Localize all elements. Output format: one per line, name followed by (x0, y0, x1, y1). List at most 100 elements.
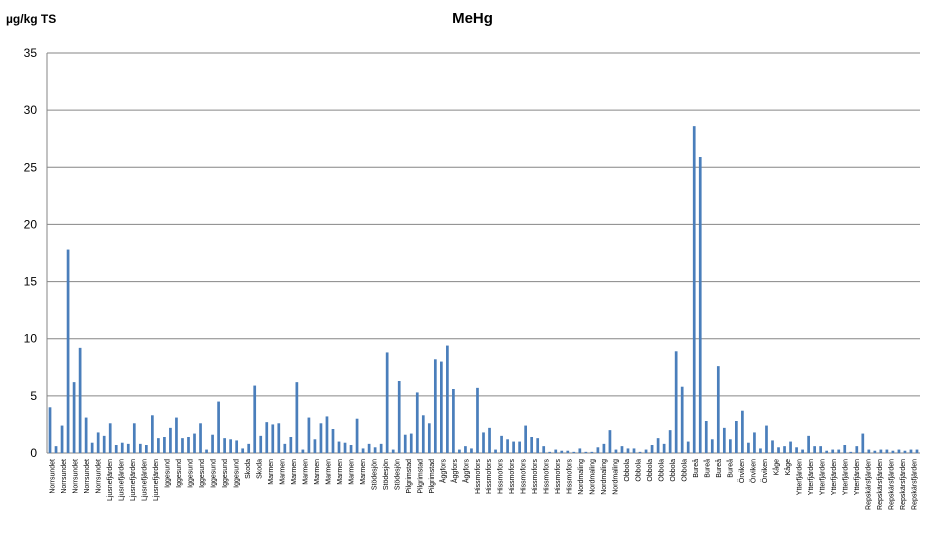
bar (728, 439, 732, 453)
x-tick-label: Ljusnefjärden (142, 459, 149, 501)
bar (668, 430, 672, 453)
bar (542, 446, 546, 453)
x-tick-label: Bureå (703, 459, 711, 478)
bar (692, 126, 696, 453)
bar (409, 433, 413, 453)
bar (223, 438, 226, 453)
bar (247, 443, 251, 453)
bar (735, 421, 738, 453)
bar (163, 437, 166, 453)
y-tick-label: 15 (24, 275, 38, 289)
bar (96, 432, 100, 453)
bar (253, 385, 257, 453)
x-tick-label: Hissmofors (475, 459, 482, 495)
x-tick-label: Marmen (337, 459, 344, 485)
chart-title: MeHg (452, 10, 493, 27)
bar (446, 345, 449, 453)
x-tick-label: Kåge (784, 459, 792, 475)
bar (482, 432, 485, 453)
x-tick-label: Marmen (360, 459, 367, 485)
bar (807, 435, 810, 453)
bar (548, 451, 552, 453)
bar (452, 389, 455, 453)
bar (235, 440, 239, 453)
bar (48, 407, 52, 453)
bar (84, 417, 88, 453)
x-tick-label: Ytterfjärden (808, 459, 815, 495)
bar (819, 446, 823, 453)
x-tick-label: Örviken (738, 459, 746, 483)
x-tick-label: Åggfors (450, 459, 459, 484)
bar (108, 423, 112, 453)
bar (680, 386, 684, 453)
bar (72, 382, 76, 453)
bar (891, 450, 895, 453)
x-tick-label: Bureå (715, 459, 723, 478)
bar (440, 361, 443, 453)
x-tick-label: Hissmofors (532, 459, 539, 495)
x-tick-label: Norrsundet (73, 459, 80, 494)
x-tick-label: Obbola (682, 459, 689, 482)
bar (903, 450, 907, 453)
bar (157, 438, 160, 453)
x-tick-label: Iggesund (188, 459, 195, 488)
bar (307, 417, 311, 453)
bar (831, 449, 835, 453)
bar (265, 422, 269, 453)
bar (638, 451, 642, 453)
x-tick-label: Hissmofors (509, 459, 516, 495)
x-tick-label: Pilgrimstad (417, 459, 424, 494)
bar (518, 441, 521, 453)
bar (855, 446, 859, 453)
bar (138, 443, 142, 453)
bar (476, 387, 479, 453)
x-tick-label: Norrsundet (84, 459, 91, 494)
bar (753, 432, 756, 453)
bar (909, 449, 913, 453)
bar (385, 352, 389, 453)
bar (458, 449, 461, 453)
x-tick-label: Åggfors (461, 459, 470, 484)
bar (560, 450, 564, 453)
y-tick-label: 30 (24, 103, 38, 117)
bar (295, 382, 299, 453)
x-tick-label: Ytterfjärden (854, 459, 861, 495)
bar (217, 401, 220, 453)
bar (596, 447, 600, 453)
x-tick-label: Iggesund (234, 459, 241, 488)
x-tick-label: Iggesund (222, 459, 229, 488)
bar (843, 445, 847, 453)
bar (759, 448, 762, 453)
bar (566, 450, 570, 453)
bar (66, 249, 70, 453)
bar (765, 425, 768, 453)
x-tick-label: Repskärsfjärden (900, 459, 907, 510)
bar (771, 440, 774, 453)
bar (795, 447, 798, 453)
bar (301, 449, 305, 453)
bar (644, 449, 648, 453)
bar (632, 448, 636, 453)
bar (319, 423, 323, 453)
bar (572, 451, 576, 453)
bar (488, 427, 491, 453)
x-tick-label: Norrsundet (96, 459, 103, 494)
x-tick-label: Skoda (257, 459, 264, 479)
bar (331, 429, 335, 453)
bar (367, 443, 371, 453)
bar (825, 450, 829, 453)
x-tick-label: Kåge (772, 459, 780, 475)
x-tick-label: Skoda (245, 459, 252, 479)
bar (181, 438, 184, 453)
x-tick-label: Ljusnefjärden (130, 459, 137, 501)
y-tick-label: 10 (24, 332, 38, 346)
bar (524, 425, 527, 453)
x-tick-label: Örviken (749, 459, 757, 483)
x-tick-label: Hissmofors (567, 459, 574, 495)
bar (433, 359, 437, 453)
bar (656, 438, 660, 453)
bar (211, 434, 214, 453)
x-tick-label: Marmen (348, 459, 355, 485)
bar (867, 449, 871, 453)
